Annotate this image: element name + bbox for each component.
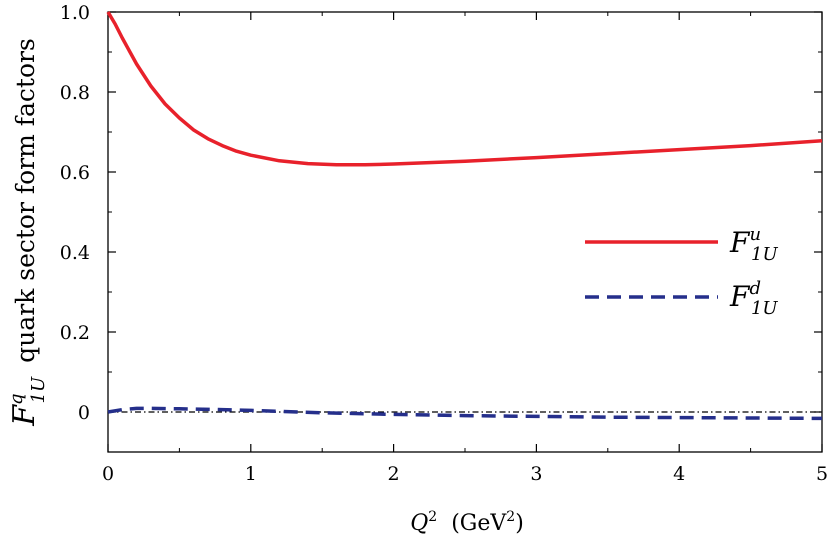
x-axis-label: Q2 (GeV2) [410,509,524,536]
x-tick-label: 1 [245,463,257,485]
y-tick-label: 0 [78,402,90,424]
y-axis-label: Fq1Uquark sector form factors [6,38,49,427]
y-tick-label: 1.0 [60,2,90,24]
tick-labels: 0 1 2 3 4 5 0 0.2 0.4 0.6 0.8 1.0 [60,2,828,485]
y-tick-label: 0.4 [60,242,90,264]
legend-label-u: Fu 1U [729,224,778,265]
x-tick-label: 5 [816,463,828,485]
y-tick-label: 0.8 [60,82,90,104]
legend-label-d: Fd 1U [729,278,778,319]
y-tick-label: 0.6 [60,162,90,184]
y-tick-label: 0.2 [60,322,90,344]
series-line-d [107,406,823,421]
x-tick-label: 3 [530,463,542,485]
legend: Fu 1U Fd 1U [585,224,778,319]
series-line-u [106,11,823,167]
plot-frame [107,11,823,453]
x-tick-label: 0 [102,463,114,485]
axis-ticks [107,11,823,453]
series-layer [106,11,823,421]
x-tick-label: 4 [673,463,685,485]
x-tick-label: 2 [388,463,400,485]
